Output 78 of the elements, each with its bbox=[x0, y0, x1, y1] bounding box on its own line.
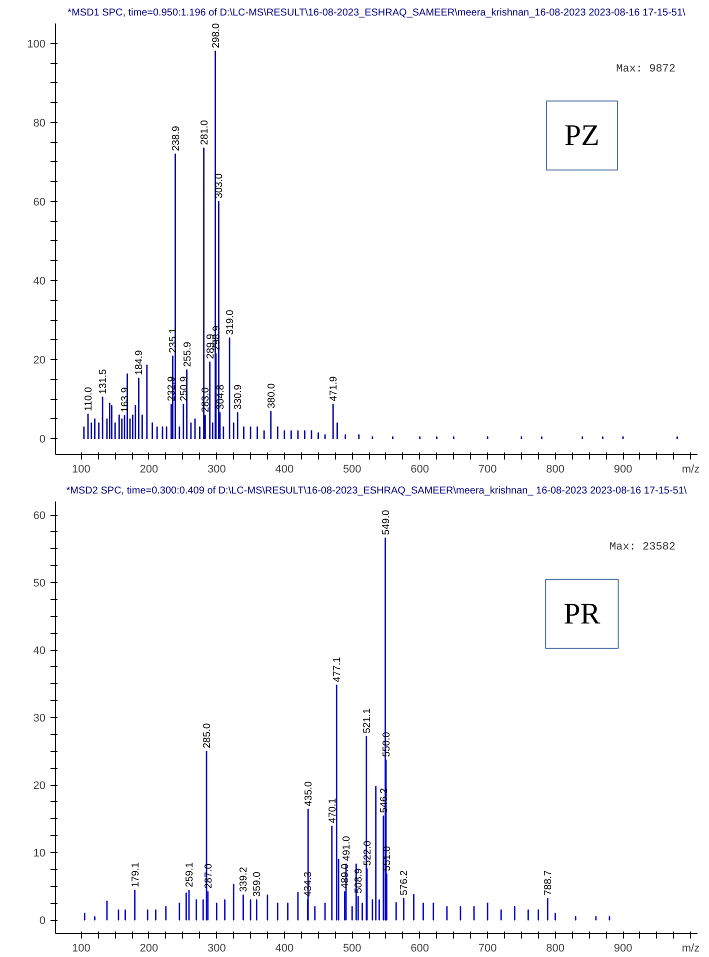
annotation: 232.9 bbox=[166, 376, 178, 402]
annotation: 471.9 bbox=[328, 376, 340, 402]
x-tick-label: 400 bbox=[275, 942, 294, 954]
x-tick-label: 600 bbox=[410, 942, 430, 954]
annotation: 110.0 bbox=[84, 386, 95, 412]
annotation: 298.0 bbox=[210, 22, 222, 48]
y-tick-label: 0 bbox=[39, 915, 46, 927]
annotation: 477.1 bbox=[332, 656, 344, 682]
annotation: PR bbox=[564, 597, 600, 630]
y-tick-label: 0 bbox=[39, 434, 46, 446]
x-tick-label: 600 bbox=[410, 464, 430, 476]
annotation: 235.1 bbox=[168, 328, 180, 354]
x-tick-label: 400 bbox=[275, 464, 294, 476]
annotation: 359.0 bbox=[252, 871, 264, 897]
x-tick-label: 200 bbox=[140, 942, 158, 954]
x-tick-label: 800 bbox=[546, 942, 564, 954]
x-tick-label: 900 bbox=[614, 942, 632, 954]
annotation: 470.1 bbox=[327, 798, 338, 824]
annotation: 788.7 bbox=[543, 870, 554, 896]
annotation: 255.9 bbox=[182, 341, 194, 367]
annotation: Max: 9872 bbox=[616, 64, 676, 76]
annotation: 281.0 bbox=[199, 120, 210, 146]
annotation: 131.5 bbox=[98, 368, 110, 394]
annotation: 287.0 bbox=[203, 863, 214, 889]
x-tick-label: 800 bbox=[546, 464, 564, 476]
annotation: 549.0 bbox=[380, 509, 392, 535]
x-tick-label: m/z bbox=[682, 464, 700, 476]
annotation: 522.0 bbox=[362, 840, 374, 866]
chart-title: *MSD2 SPC, time=0.300:0.409 of D:\LC-MS\RESULT\16-08-2023_ESHRAQ_SAMEER\meera_krishnan_ 16-08-2023 2023-08-16 17-15-51\ bbox=[66, 486, 687, 496]
y-tick-label: 30 bbox=[33, 712, 46, 724]
x-tick-label: 200 bbox=[140, 464, 158, 476]
y-tick-label: 60 bbox=[33, 196, 46, 208]
annotation: 285.0 bbox=[202, 722, 214, 748]
annotation: 434.3 bbox=[303, 871, 314, 897]
annotation: 238.9 bbox=[170, 126, 182, 151]
y-tick-label: 20 bbox=[33, 780, 46, 792]
y-tick-label: 40 bbox=[33, 645, 46, 657]
annotation: 435.0 bbox=[304, 780, 315, 806]
annotation: 184.9 bbox=[134, 350, 146, 376]
annotation: 179.1 bbox=[130, 862, 142, 888]
y-tick-label: 60 bbox=[33, 510, 46, 522]
annotation: 283.0 bbox=[200, 386, 212, 412]
annotation: 491.0 bbox=[342, 836, 353, 861]
annotation: 380.0 bbox=[266, 382, 278, 408]
annotation: 330.9 bbox=[233, 384, 244, 410]
y-tick-label: 10 bbox=[33, 848, 46, 860]
x-tick-label: 100 bbox=[72, 464, 90, 476]
annotation: 508.9 bbox=[354, 868, 365, 894]
annotation: 304.8 bbox=[215, 384, 226, 410]
y-tick-label: 50 bbox=[33, 578, 46, 590]
annotation: 339.2 bbox=[238, 866, 250, 892]
x-tick-label: 300 bbox=[208, 942, 226, 954]
y-tick-label: 100 bbox=[27, 38, 46, 50]
annotation: 551.0 bbox=[382, 846, 394, 872]
annotation: 546.2 bbox=[378, 788, 390, 814]
x-tick-label: 300 bbox=[208, 464, 226, 476]
y-tick-label: 80 bbox=[33, 117, 46, 130]
annotation: 163.9 bbox=[120, 386, 132, 412]
x-tick-label: 700 bbox=[478, 942, 497, 954]
annotation: 521.1 bbox=[362, 708, 373, 734]
annotation: Max: 23582 bbox=[609, 542, 676, 554]
annotation: 319.0 bbox=[225, 309, 236, 335]
x-tick-label: 100 bbox=[72, 942, 90, 954]
y-tick-label: 40 bbox=[33, 276, 46, 288]
annotation: 489.0 bbox=[340, 863, 352, 889]
annotation: 550.0 bbox=[381, 732, 392, 758]
annotation: 576.2 bbox=[399, 870, 410, 896]
chart-title: *MSD1 SPC, time=0.950:1.196 of D:\LC-MS\RESULT\16-08-2023_ESHRAQ_SAMEER\meera_krishnan_16-08-2023 2023-08-16 17-15-51\ bbox=[68, 8, 686, 18]
x-tick-label: 900 bbox=[614, 464, 632, 476]
y-tick-label: 20 bbox=[33, 354, 46, 367]
x-tick-label: 500 bbox=[342, 942, 362, 954]
x-tick-label: m/z bbox=[682, 942, 700, 954]
annotation: 250.9 bbox=[178, 376, 190, 402]
annotation: 259.1 bbox=[184, 862, 196, 888]
annotation: 303.0 bbox=[214, 172, 226, 198]
x-tick-label: 500 bbox=[342, 464, 362, 476]
x-tick-label: 700 bbox=[478, 464, 497, 476]
annotation: PZ bbox=[564, 119, 600, 152]
